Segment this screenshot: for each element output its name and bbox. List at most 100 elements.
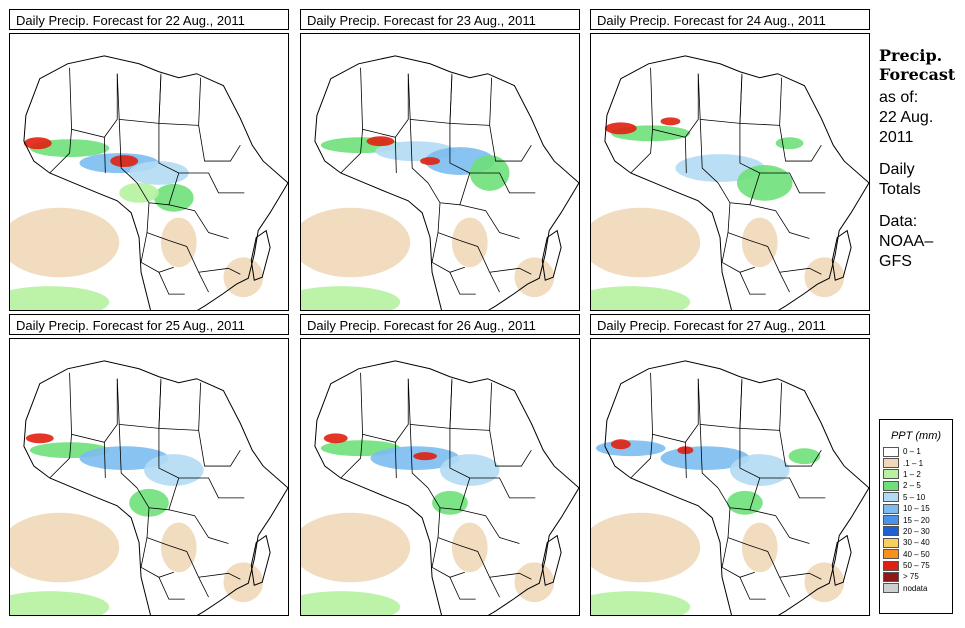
country-border (168, 204, 229, 239)
legend-item: .1 – 1 (880, 457, 952, 469)
precip-map (300, 338, 580, 616)
africa-coastline (314, 55, 579, 310)
legend-label: 2 – 5 (903, 481, 921, 491)
precip-area (129, 161, 189, 185)
precip-area (10, 286, 110, 310)
precip-area (23, 137, 52, 150)
africa-map (10, 360, 288, 615)
precip-area (440, 454, 500, 486)
legend-swatch (883, 492, 899, 503)
country-border (168, 240, 209, 293)
country-border (140, 232, 174, 273)
precip-area (366, 136, 395, 147)
country-border (739, 75, 783, 126)
precip-area (119, 182, 159, 203)
precip-area (610, 439, 631, 450)
country-border (158, 577, 185, 600)
country-border (431, 232, 465, 273)
africa-coastline (604, 360, 869, 615)
country-border (489, 430, 532, 467)
precip-area (223, 257, 264, 298)
totals-label: Totals (879, 181, 921, 198)
country-border (739, 123, 760, 174)
precip-area (660, 117, 681, 126)
country-border (198, 572, 241, 580)
map-info: Precip. Forecast as of: 22 Aug. 2011 Dai… (879, 46, 965, 272)
map-title-line1: Precip. (879, 46, 943, 65)
legend-swatch (883, 549, 899, 560)
precip-area (432, 490, 468, 515)
country-border (427, 477, 471, 511)
legend-item: nodata (880, 583, 952, 594)
legend-swatch (883, 571, 899, 582)
precip-area (323, 433, 348, 444)
country-border (116, 378, 162, 429)
madagascar-coastline (541, 229, 562, 281)
precip-area (129, 488, 169, 517)
country-border (739, 428, 760, 479)
country-border (779, 125, 822, 162)
country-border (749, 509, 810, 544)
precip-area (153, 183, 194, 212)
legend-item: 5 – 10 (880, 492, 952, 503)
map-title-line2: Forecast (879, 65, 956, 84)
country-border (630, 434, 653, 479)
precip-area (110, 155, 139, 168)
data-source-line1: NOAA– (879, 233, 934, 250)
as-of-date: 22 Aug. (879, 109, 934, 126)
panel-title: Daily Precip. Forecast for 24 Aug., 2011 (590, 9, 870, 30)
country-border (699, 424, 719, 489)
legend-item: 30 – 40 (880, 537, 952, 548)
madagascar-coastline (250, 534, 271, 586)
country-border (49, 129, 72, 174)
precip-area (775, 137, 804, 150)
panel-title: Daily Precip. Forecast for 26 Aug., 2011 (300, 314, 580, 335)
africa-map (591, 55, 869, 310)
country-border (103, 442, 106, 479)
precip-area (514, 562, 555, 603)
precip-map (300, 33, 580, 311)
precip-area (160, 217, 197, 268)
legend-item: 1 – 2 (880, 469, 952, 480)
legend-label: .1 – 1 (903, 458, 924, 468)
legend-label: 40 – 50 (903, 549, 930, 559)
madagascar-coastline (250, 229, 271, 281)
panel-title: Daily Precip. Forecast for 27 Aug., 2011 (590, 314, 870, 335)
legend-item: 0 – 1 (880, 446, 952, 457)
country-border (69, 372, 118, 443)
country-border (158, 380, 202, 431)
country-border (684, 137, 687, 174)
country-border (178, 477, 245, 499)
country-border (749, 240, 790, 293)
legend-label: 15 – 20 (903, 515, 930, 525)
country-border (168, 509, 229, 544)
country-border (449, 75, 493, 126)
precip-area (730, 454, 790, 486)
precip-area (591, 512, 701, 583)
africa-map (10, 55, 288, 310)
country-border (721, 537, 755, 578)
legend-swatch (883, 446, 899, 457)
precip-area (144, 454, 204, 486)
country-border (158, 75, 202, 126)
legend-swatch (883, 503, 899, 514)
country-border (427, 172, 471, 206)
country-border (118, 424, 138, 489)
precip-area (301, 512, 411, 583)
panel-title: Daily Precip. Forecast for 22 Aug., 2011 (9, 9, 289, 30)
africa-coastline (604, 55, 869, 310)
precip-area (741, 217, 778, 268)
legend-swatch (883, 560, 899, 571)
country-border (717, 172, 761, 206)
legend-item: 50 – 75 (880, 560, 952, 571)
precip-area (591, 591, 691, 615)
africa-coastline (23, 360, 288, 615)
legend-label: 20 – 30 (903, 526, 930, 536)
precip-area (25, 433, 54, 444)
precip-area (804, 562, 845, 603)
country-border (779, 430, 822, 467)
country-border (158, 123, 179, 174)
legend-swatch (883, 458, 899, 469)
precip-area (788, 448, 821, 465)
